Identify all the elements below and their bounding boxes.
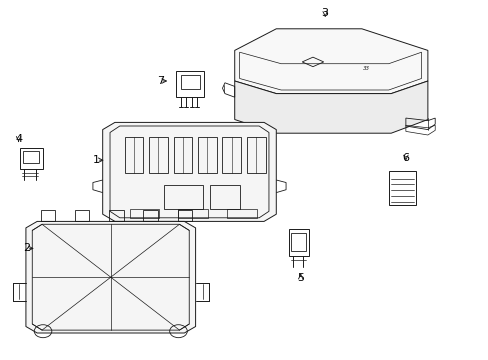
Bar bbox=[246, 137, 265, 173]
Bar bbox=[181, 75, 199, 89]
Text: 3: 3 bbox=[321, 8, 328, 18]
Bar bbox=[163, 185, 203, 209]
Bar bbox=[109, 210, 123, 221]
Bar bbox=[210, 185, 239, 209]
Bar bbox=[23, 151, 39, 163]
Polygon shape bbox=[26, 221, 195, 333]
Text: 1: 1 bbox=[93, 155, 100, 165]
Bar bbox=[75, 210, 89, 221]
Bar bbox=[173, 137, 192, 173]
Text: 33: 33 bbox=[363, 66, 369, 71]
Bar bbox=[20, 148, 43, 169]
Polygon shape bbox=[234, 29, 427, 94]
Bar bbox=[176, 71, 204, 97]
Text: 2: 2 bbox=[23, 243, 30, 253]
Polygon shape bbox=[234, 81, 427, 133]
Bar bbox=[129, 209, 159, 218]
Bar bbox=[177, 210, 192, 221]
Text: 4: 4 bbox=[15, 134, 22, 144]
Bar bbox=[227, 209, 256, 218]
Text: 7: 7 bbox=[157, 76, 163, 86]
Bar bbox=[178, 209, 207, 218]
Bar bbox=[149, 137, 167, 173]
Bar bbox=[124, 137, 143, 173]
Bar bbox=[291, 233, 305, 251]
Bar bbox=[41, 210, 55, 221]
Bar bbox=[288, 229, 308, 256]
Bar bbox=[198, 137, 216, 173]
Text: 5: 5 bbox=[297, 273, 304, 283]
Text: 6: 6 bbox=[402, 153, 408, 163]
Bar bbox=[388, 171, 415, 205]
Bar bbox=[222, 137, 241, 173]
Polygon shape bbox=[102, 122, 276, 221]
Bar bbox=[143, 210, 158, 221]
